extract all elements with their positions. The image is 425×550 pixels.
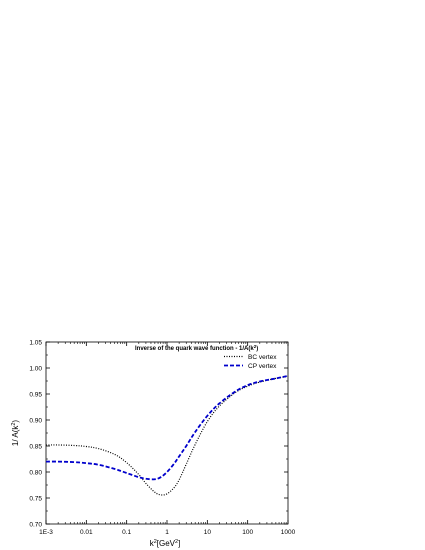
x-tick-label: 0.1 [122,529,131,536]
axis-ticks: 1E-3 0.01 0.1 1 10 100 1000 0.70 0.75 0.80 0.85 0.9… [29,339,295,536]
y-tick-label: 0.90 [29,417,42,424]
series-line-cp-vertex [45,374,289,481]
series-layer [45,374,289,496]
y-tick-label: 0.75 [29,495,42,502]
x-tick-label: 10 [204,529,212,536]
legend-label-bc: BC vertex [248,354,277,361]
x-tick-label: 100 [242,529,253,536]
y-tick-label: 1.05 [29,339,42,346]
x-tick-label: 0.01 [80,529,93,536]
y-tick-label: 1.00 [29,365,42,372]
y-tick-label: 0.85 [29,443,42,450]
x-tick-label: 1000 [281,529,296,536]
y-tick-label: 0.80 [29,469,42,476]
y-tick-label: 0.95 [29,391,42,398]
legend-label-cp: CP vertex [248,363,277,370]
x-axis-label: k2[GeV2] [150,539,181,548]
y-tick-label: 0.70 [29,521,42,528]
x-tick-label: 1E-3 [39,529,53,536]
legend: Inverse of the quark wave function - 1/A… [135,344,277,370]
series-line-bc-vertex [45,375,289,496]
x-tick-label: 1 [165,529,169,536]
y-axis-label: 1/ A(k2) [11,420,20,447]
legend-title: Inverse of the quark wave function - 1/A… [135,344,258,352]
